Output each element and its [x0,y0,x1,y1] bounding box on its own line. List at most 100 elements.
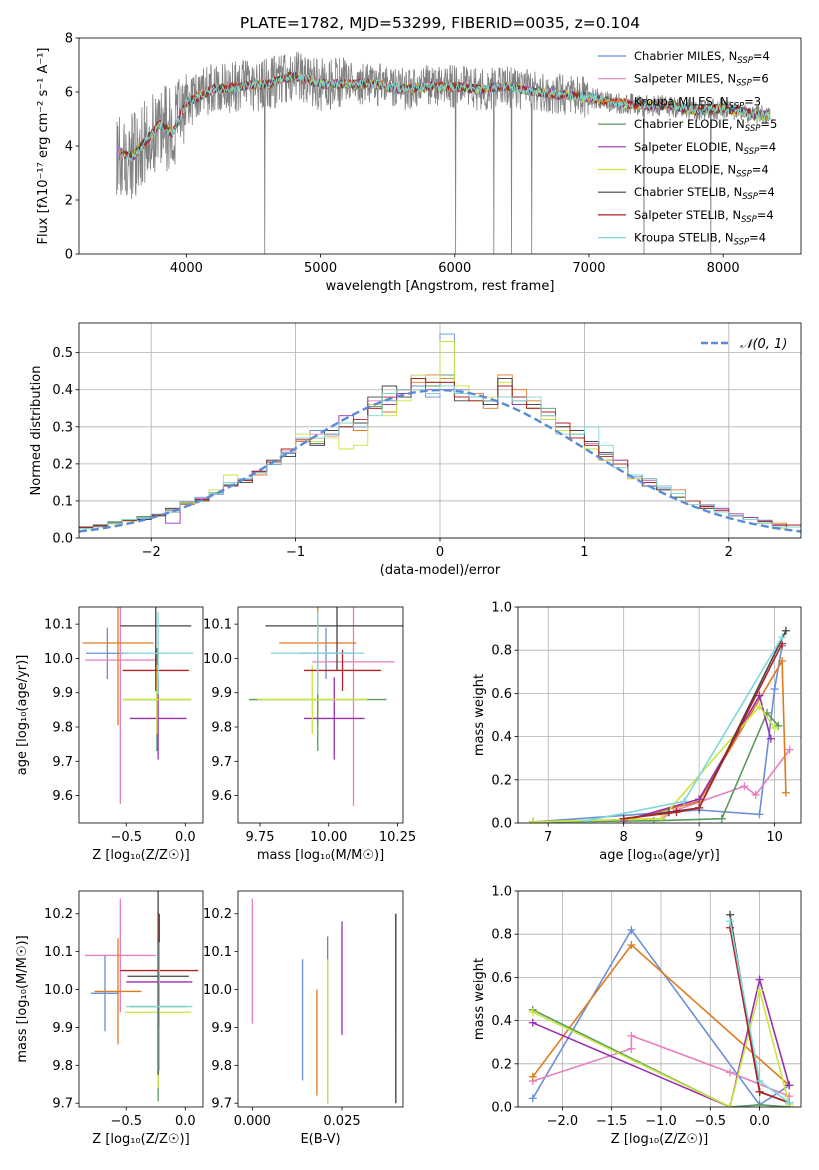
y-tick-label: 9.7 [52,755,73,770]
mass-weight-line [532,1009,790,1107]
y-tick-label: 10.0 [44,652,73,667]
x-tick-label: 0.0 [175,1114,196,1129]
plus-marker [785,745,794,754]
x-tick-label: −0.5 [110,830,142,845]
plus-marker [528,1018,537,1027]
plus-marker [755,691,764,700]
y-tick-label: 9.9 [52,686,73,701]
mass-weight-line [623,658,787,822]
y-tick-label: 9.8 [211,1059,232,1074]
y-tick-label: 0.4 [491,730,512,745]
x-tick-label: −2 [142,545,161,560]
y-tick-label: 10.1 [44,945,73,960]
x-tick-label: 8 [620,830,628,845]
x-tick-label: 9.75 [246,830,275,845]
axes-frame [237,890,404,1108]
normal-reference-curve [79,388,801,533]
y-tick-label: 0.0 [491,1101,512,1116]
plus-marker [627,1044,636,1053]
x-tick-label: 10 [766,830,783,845]
y-tick-label: 10.0 [44,983,73,998]
plus-marker [726,1103,735,1107]
axes-frame [78,322,802,539]
plot-area [82,607,194,805]
y-tick-label: 9.6 [211,789,232,804]
y-tick-label: 0.1 [52,494,73,509]
legend-label: Kroupa ELODIE, NSSP=4 [634,163,769,180]
plus-marker [695,795,704,804]
x-tick-label: 1 [580,545,588,560]
plus-marker [619,814,628,823]
plus-marker [755,1077,764,1086]
mass-weight-line [533,705,776,823]
chart-title: PLATE=1782, MJD=53299, FIBERID=0035, z=0… [240,14,640,32]
plus-marker [528,1072,537,1081]
legend-label: Salpeter MILES, NSSP=6 [634,72,769,89]
plus-marker [627,925,636,934]
x-tick-label: 9 [695,830,703,845]
plus-marker [751,790,760,799]
axes-frame [517,890,802,1108]
axes-frame [78,37,802,255]
axes-frame [237,606,404,824]
y-tick-label: 1.0 [491,601,512,616]
legend-label: Chabrier STELIB, NSSP=4 [634,185,775,202]
plus-marker [672,808,681,817]
plot-area [529,626,794,823]
legend-label: Salpeter ELODIE, NSSP=4 [634,140,776,157]
legend-label: Kroupa STELIB, NSSP=4 [634,231,766,248]
y-tick-label: 0.0 [52,532,73,547]
plot-area [249,607,403,806]
model-spectrum-line [124,71,771,162]
y-tick-label: 9.8 [211,721,232,736]
plus-marker [726,917,735,926]
plus-marker [755,986,764,995]
plot-area [84,891,199,1102]
x-axis-label: Z [log₁₀(Z/Z☉)] [611,1132,708,1147]
x-tick-label: 2 [725,545,733,560]
legend-label: Salpeter STELIB, NSSP=4 [634,208,774,225]
y-tick-label: 9.9 [211,1021,232,1036]
legend-label: Chabrier ELODIE, NSSP=5 [634,117,777,134]
plus-marker [529,817,538,823]
y-tick-label: 9.8 [52,1059,73,1074]
plus-marker [717,814,726,823]
y-tick-label: 10.2 [44,907,73,922]
y-tick-label: 10.1 [44,618,73,633]
x-tick-label: 7000 [572,261,605,276]
x-axis-label: (data-model)/error [380,563,501,578]
plus-marker [695,803,704,812]
y-tick-label: 10.1 [203,945,232,960]
y-tick-label: 0.0 [491,817,512,832]
y-tick-label: 9.7 [211,1097,232,1112]
x-tick-label: 4000 [170,261,203,276]
x-axis-label: mass [log₁₀(M/M☉)] [257,848,384,863]
x-axis-label: age [log₁₀(age/yr)] [599,848,720,863]
x-tick-label: 10.25 [379,830,416,845]
panel-1: 4000 5000 6000 7000 8000 0 2 4 6 8 wavelength [Ang… [36,32,802,294]
x-tick-label: 0.000 [234,1114,271,1129]
y-axis-label: age [log₁₀(age/yr)] [15,655,30,776]
x-tick-label: −0.5 [694,1114,726,1129]
x-tick-label: 0.0 [749,1114,770,1129]
plus-marker [755,702,764,711]
x-tick-label: −1.0 [645,1114,677,1129]
plot-area [79,333,801,538]
axes-frame [517,606,802,824]
x-tick-label: −1 [286,545,305,560]
y-tick-label: 4 [65,140,73,155]
plus-marker [627,1031,636,1040]
panel-2: −2 −1 0 1 2 0.0 0.1 0.2 0.3 0.4 0.5 (data-model)/er… [29,322,802,578]
x-tick-label: 7 [544,830,552,845]
plus-marker [528,1094,537,1103]
legend-label: Chabrier MILES, NSSP=4 [634,49,770,66]
plot-area [528,910,794,1107]
y-axis-label: mass weight [472,674,487,756]
mass-weight-line [532,990,790,1107]
y-tick-label: 10.0 [203,983,232,998]
x-tick-label: 0.0 [175,830,196,845]
plus-marker [755,1087,764,1096]
plus-marker [755,1100,764,1107]
y-axis-label: mass weight [472,958,487,1040]
